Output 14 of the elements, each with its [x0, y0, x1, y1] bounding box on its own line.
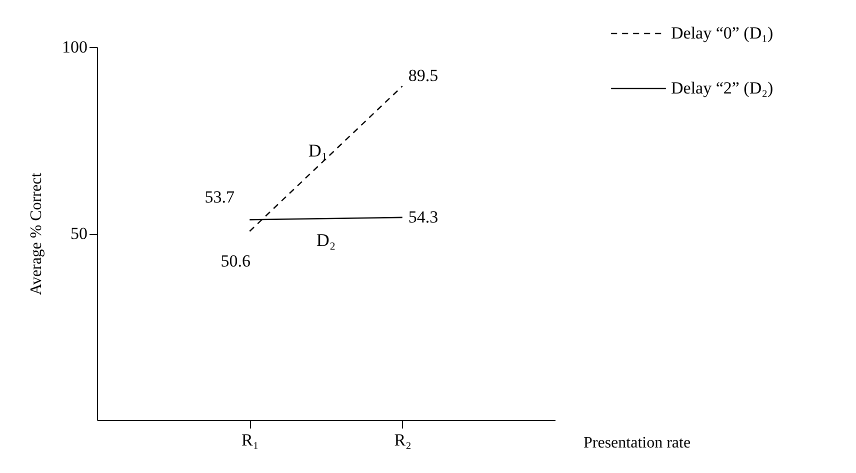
annotation: D₂ [316, 230, 336, 250]
y-axis-title: Average % Correct [28, 172, 45, 296]
data-label: 53.7 [204, 188, 236, 207]
annotation: D₁ [308, 140, 328, 160]
data-label: 54.3 [408, 207, 438, 226]
x-axis-title: Presentation rate [584, 434, 691, 452]
legend-label: Delay “0” (D₁) [671, 24, 774, 42]
y-tick-label: 100 [62, 38, 88, 56]
data-label: 50.6 [220, 251, 251, 270]
x-tick-label: R₁ [242, 430, 259, 450]
data-label: 89.5 [408, 66, 438, 86]
legend-label: Delay “2” (D₂) [671, 78, 774, 98]
x-tick-label: R₂ [394, 430, 412, 450]
y-tick-label: 50 [70, 224, 88, 243]
